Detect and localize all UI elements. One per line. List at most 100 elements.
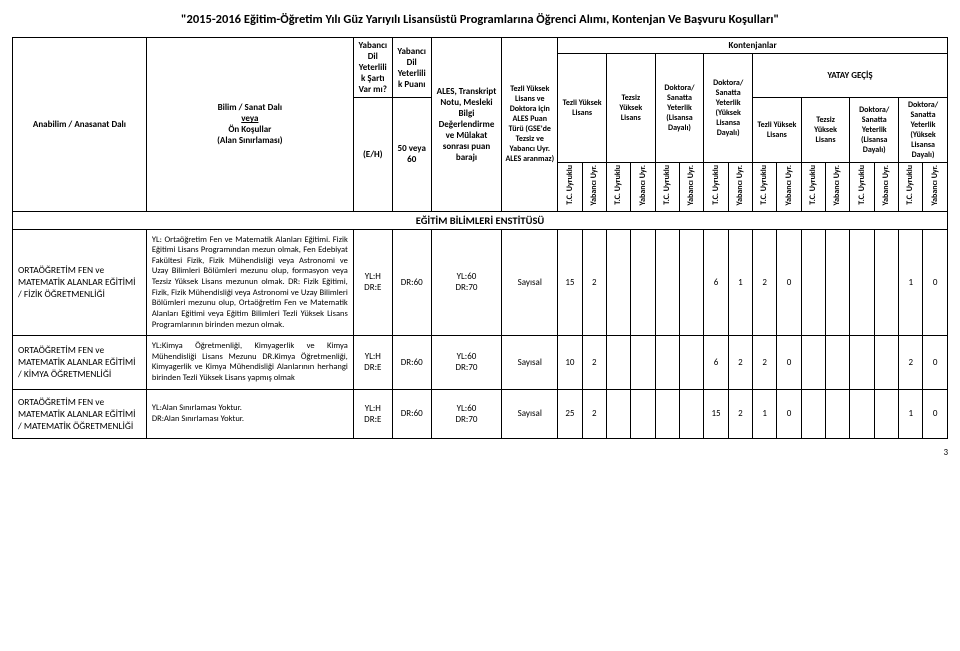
hdr-bilim-l2: veya bbox=[241, 113, 258, 124]
cell-k: 0 bbox=[777, 229, 801, 336]
table-row: ORTAÖĞRETİM FEN ve MATEMATİK ALANLAR EĞİ… bbox=[13, 229, 948, 336]
hdr-bilim-l4: (Alan Sınırlaması) bbox=[217, 135, 283, 146]
cell-onkosul: YL:Alan Sınırlaması Yoktur. DR:Alan Sını… bbox=[146, 389, 353, 438]
cell-k: 10 bbox=[558, 336, 582, 390]
cell-k bbox=[801, 336, 825, 390]
hdr-y2: Tezsiz Yüksek Lisans bbox=[801, 98, 850, 163]
cell-k: 0 bbox=[923, 389, 948, 438]
cell-k: 6 bbox=[704, 336, 728, 390]
hdr-y1: Tezli Yüksek Lisans bbox=[753, 98, 802, 163]
cell-k bbox=[826, 336, 850, 390]
table-row: ORTAÖĞRETİM FEN ve MATEMATİK ALANLAR EĞİ… bbox=[13, 336, 948, 390]
cell-k bbox=[606, 336, 630, 390]
page-title: "2015-2016 Eğitim-Öğretim Yılı Güz Yarıy… bbox=[12, 12, 948, 27]
cell-k: 2 bbox=[753, 229, 777, 336]
cell-k: 0 bbox=[777, 336, 801, 390]
cell-k bbox=[850, 229, 874, 336]
cell-k bbox=[631, 336, 655, 390]
page-number: 3 bbox=[12, 447, 948, 458]
cell-k: 2 bbox=[899, 336, 923, 390]
hdr-k3: Doktora/ Sanatta Yeterlik (Lisansa Dayal… bbox=[655, 54, 704, 163]
cell-k bbox=[874, 229, 898, 336]
hdr-tc: T.C. Uyruklu bbox=[558, 163, 582, 212]
hdr-tc: T.C. Uyruklu bbox=[753, 163, 777, 212]
hdr-kontenjanlar: Kontenjanlar bbox=[558, 38, 948, 54]
cell-puan: DR:60 bbox=[392, 229, 431, 336]
cell-baraj: YL:60 DR:70 bbox=[431, 389, 502, 438]
cell-k bbox=[850, 336, 874, 390]
cell-k: 2 bbox=[582, 389, 606, 438]
cell-k bbox=[679, 336, 703, 390]
cell-k: 2 bbox=[728, 336, 752, 390]
hdr-yb: Yabancı Uyr. bbox=[874, 163, 898, 212]
cell-k: 1 bbox=[899, 229, 923, 336]
cell-k bbox=[679, 229, 703, 336]
hdr-k1: Tezli Yüksek Lisans bbox=[558, 54, 607, 163]
cell-anabilim: ORTAÖĞRETİM FEN ve MATEMATİK ALANLAR EĞİ… bbox=[13, 229, 147, 336]
cell-k: 2 bbox=[582, 336, 606, 390]
hdr-dilpuani: Yabancı Dil Yeterlilik Puanı bbox=[392, 38, 431, 98]
hdr-yb: Yabancı Uyr. bbox=[826, 163, 850, 212]
hdr-y4: Doktora/ Sanatta Yeterlik (Yüksek Lisans… bbox=[899, 98, 948, 163]
hdr-k4: Doktora/ Sanatta Yeterlik (Yüksek Lisans… bbox=[704, 54, 753, 163]
hdr-yb: Yabancı Uyr. bbox=[923, 163, 948, 212]
hdr-eh: (E/H) bbox=[353, 98, 392, 212]
cell-ales: Sayısal bbox=[502, 389, 558, 438]
cell-baraj: YL:60 DR:70 bbox=[431, 336, 502, 390]
cell-eh: YL:H DR:E bbox=[353, 229, 392, 336]
cell-eh: YL:H DR:E bbox=[353, 336, 392, 390]
cell-puan: DR:60 bbox=[392, 336, 431, 390]
cell-k bbox=[801, 389, 825, 438]
cell-ales: Sayısal bbox=[502, 229, 558, 336]
hdr-bilim: Bilim / Sanat Dalı veya Ön Koşullar (Ala… bbox=[146, 38, 353, 212]
cell-k: 0 bbox=[923, 229, 948, 336]
cell-k bbox=[850, 389, 874, 438]
cell-k: 6 bbox=[704, 229, 728, 336]
table-row: ORTAÖĞRETİM FEN ve MATEMATİK ALANLAR EĞİ… bbox=[13, 389, 948, 438]
cell-k: 15 bbox=[704, 389, 728, 438]
cell-k bbox=[826, 229, 850, 336]
hdr-yb: Yabancı Uyr. bbox=[631, 163, 655, 212]
hdr-yb: Yabancı Uyr. bbox=[728, 163, 752, 212]
cell-k bbox=[874, 389, 898, 438]
hdr-bilim-l3: Ön Koşullar bbox=[228, 124, 271, 135]
hdr-ales: Tezli Yüksek Lisans ve Doktora için ALES… bbox=[502, 38, 558, 212]
cell-k bbox=[606, 389, 630, 438]
cell-k bbox=[655, 229, 679, 336]
cell-anabilim: ORTAÖĞRETİM FEN ve MATEMATİK ALANLAR EĞİ… bbox=[13, 336, 147, 390]
cell-k: 2 bbox=[582, 229, 606, 336]
hdr-tc: T.C. Uyruklu bbox=[899, 163, 923, 212]
cell-k bbox=[655, 336, 679, 390]
hdr-tc: T.C. Uyruklu bbox=[801, 163, 825, 212]
hdr-tc: T.C. Uyruklu bbox=[606, 163, 630, 212]
cell-k bbox=[606, 229, 630, 336]
cell-k: 1 bbox=[728, 229, 752, 336]
cell-onkosul: YL: Ortaöğretim Fen ve Matematik Alanlar… bbox=[146, 229, 353, 336]
hdr-yb: Yabancı Uyr. bbox=[582, 163, 606, 212]
cell-k: 25 bbox=[558, 389, 582, 438]
cell-k: 0 bbox=[777, 389, 801, 438]
hdr-anabilim: Anabilim / Anasanat Dalı bbox=[13, 38, 147, 212]
hdr-k2: Tezsiz Yüksek Lisans bbox=[606, 54, 655, 163]
cell-k bbox=[801, 229, 825, 336]
section-row: EĞİTİM BİLİMLERİ ENSTİTÜSÜ bbox=[13, 211, 948, 229]
cell-k: 0 bbox=[923, 336, 948, 390]
cell-k bbox=[679, 389, 703, 438]
hdr-yb: Yabancı Uyr. bbox=[777, 163, 801, 212]
cell-k: 15 bbox=[558, 229, 582, 336]
cell-baraj: YL:60 DR:70 bbox=[431, 229, 502, 336]
cell-anabilim: ORTAÖĞRETİM FEN ve MATEMATİK ALANLAR EĞİ… bbox=[13, 389, 147, 438]
cell-k bbox=[826, 389, 850, 438]
hdr-yb: Yabancı Uyr. bbox=[679, 163, 703, 212]
cell-k bbox=[631, 389, 655, 438]
hdr-tc: T.C. Uyruklu bbox=[704, 163, 728, 212]
hdr-tc: T.C. Uyruklu bbox=[655, 163, 679, 212]
program-table: Anabilim / Anasanat Dalı Bilim / Sanat D… bbox=[12, 37, 948, 439]
hdr-bilim-l1: Bilim / Sanat Dalı bbox=[218, 102, 283, 113]
hdr-yatay: YATAY GEÇİŞ bbox=[753, 54, 948, 98]
cell-k: 1 bbox=[899, 389, 923, 438]
cell-k: 1 bbox=[753, 389, 777, 438]
cell-onkosul: YL:Kimya Öğretmenliği, Kimyagerlik ve Ki… bbox=[146, 336, 353, 390]
cell-ales: Sayısal bbox=[502, 336, 558, 390]
hdr-5060: 50 veya 60 bbox=[392, 98, 431, 212]
